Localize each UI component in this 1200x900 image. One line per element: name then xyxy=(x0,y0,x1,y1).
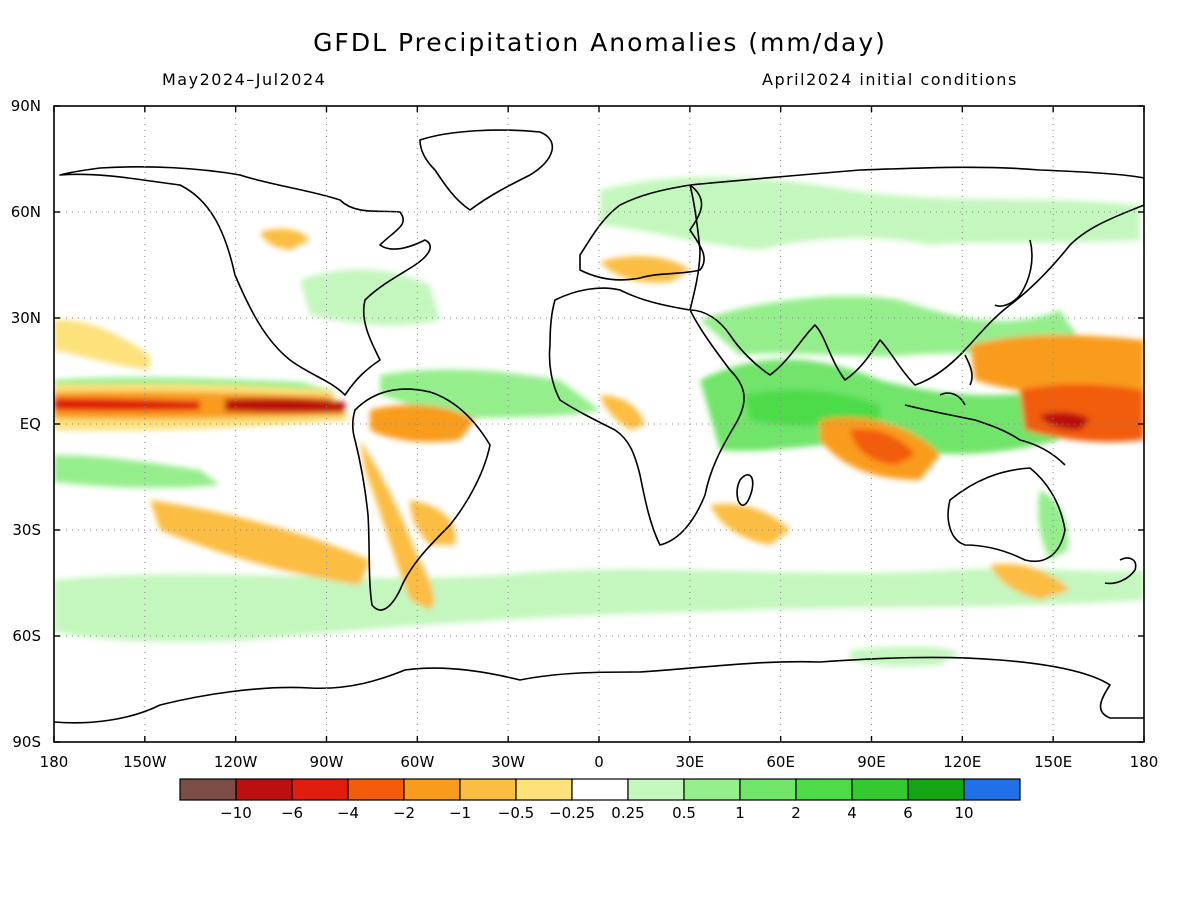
dry-anomaly-amazon xyxy=(370,404,475,442)
y-tick-label: 60S xyxy=(12,627,41,645)
colorbar-label: −10 xyxy=(220,804,252,822)
colorbar-swatch xyxy=(571,778,629,801)
dry-anomaly-pacific-itcz-core xyxy=(54,398,200,411)
coastline-maritime-continent xyxy=(904,354,1066,466)
colorbar-swatch xyxy=(515,778,573,801)
dry-anomaly-tasman xyxy=(990,563,1070,600)
dry-anomaly-philippine-sea xyxy=(970,335,1144,397)
colorbar-swatch xyxy=(459,778,517,801)
coastline-new-zealand xyxy=(1104,557,1137,585)
y-tick-label: 90N xyxy=(11,97,41,115)
dry-anomaly-pacific-northwest xyxy=(54,319,150,370)
wet-anomaly-antarctic-coast xyxy=(850,646,960,667)
forecast-period: May2024–Jul2024 xyxy=(162,70,327,89)
colorbar-label: 4 xyxy=(847,804,857,822)
colorbar-swatch xyxy=(179,778,237,801)
x-tick-label: 30W xyxy=(491,753,525,771)
dry-anomaly-java-sea-core xyxy=(850,429,915,465)
colorbar-swatch xyxy=(907,778,965,801)
colorbar-swatch xyxy=(403,778,461,801)
colorbar-label: 2 xyxy=(791,804,801,822)
coastline-south-america xyxy=(351,388,491,611)
colorbar-label: 10 xyxy=(954,804,973,822)
colorbar-swatch xyxy=(851,778,909,801)
wet-anomaly-south-pacific xyxy=(54,455,220,488)
y-tick-label: 30S xyxy=(12,521,41,539)
colorbar-label: −2 xyxy=(393,804,415,822)
colorbar-label: 1 xyxy=(735,804,745,822)
coastlines xyxy=(54,129,1144,724)
colorbar: −10 −6 −4 −2 −1 −0.5 −0.25 0.25 0.5 1 2 4 6 10 xyxy=(179,778,1021,822)
colorbar-label: 0.5 xyxy=(672,804,696,822)
dry-anomaly-warm-pool xyxy=(1020,384,1144,442)
y-tick-label: 60N xyxy=(11,203,41,221)
coastline-europe-africa xyxy=(548,287,745,546)
colorbar-swatch xyxy=(963,778,1021,801)
colorbar-swatch xyxy=(627,778,685,801)
colorbar-label: −0.5 xyxy=(498,804,534,822)
dry-anomaly-south-america xyxy=(360,440,435,610)
wet-anomaly-asia xyxy=(700,296,1080,357)
x-tick-label: 120E xyxy=(943,753,981,771)
y-tick-label: 30N xyxy=(11,309,41,327)
wet-anomaly-indian-ocean-core xyxy=(745,389,880,426)
coastline-north-america xyxy=(59,166,431,396)
coastline-asia xyxy=(689,166,1144,386)
x-tick-label: 180 xyxy=(40,753,69,771)
wet-anomaly-north-america xyxy=(300,269,440,326)
colorbar-label: −0.25 xyxy=(549,804,595,822)
coastline-greenland xyxy=(419,129,554,211)
colorbar-swatch xyxy=(347,778,405,801)
colorbar-label: −4 xyxy=(337,804,359,822)
dry-anomaly-canada xyxy=(260,228,310,250)
x-tick-label: 0 xyxy=(594,753,604,771)
dry-anomaly-southeast-pacific xyxy=(150,500,370,585)
x-tick-label: 30E xyxy=(676,753,705,771)
dry-anomaly-warm-pool-core xyxy=(1040,412,1090,430)
dry-anomaly-mozambique-channel xyxy=(710,503,790,545)
colorbar-label: −6 xyxy=(281,804,303,822)
coastline-europe-north xyxy=(579,184,705,281)
colorbar-swatch xyxy=(739,778,797,801)
wet-anomaly-arctic xyxy=(600,176,1140,250)
coastline-madagascar xyxy=(736,474,754,506)
colorbar-label: 0.25 xyxy=(611,804,644,822)
y-tick-label: 90S xyxy=(12,733,41,751)
axis-ticks: 180 150W 120W 90W 60W 30W 0 30E 60E 90E 120E 150E 18… xyxy=(11,97,1159,771)
x-tick-label: 120W xyxy=(214,753,258,771)
colorbar-swatch xyxy=(795,778,853,801)
colorbar-swatch xyxy=(291,778,349,801)
coastline-japan xyxy=(994,239,1033,307)
x-tick-label: 90W xyxy=(310,753,344,771)
colorbar-swatch xyxy=(235,778,293,801)
dry-anomaly-west-africa xyxy=(600,395,645,430)
x-tick-label: 60W xyxy=(400,753,434,771)
x-tick-label: 150E xyxy=(1034,753,1072,771)
coastline-australia xyxy=(947,467,1066,562)
graticule xyxy=(54,106,1144,742)
map-title: GFDL Precipitation Anomalies (mm/day) xyxy=(313,28,887,57)
colorbar-label: 6 xyxy=(903,804,913,822)
coastline-antarctica xyxy=(54,656,1144,724)
x-tick-label: 60E xyxy=(766,753,795,771)
colorbar-label: −1 xyxy=(449,804,471,822)
dry-anomaly-eastern-pacific-max xyxy=(225,398,345,413)
x-tick-label: 90E xyxy=(857,753,886,771)
dry-anomaly-paraguay xyxy=(410,500,456,545)
colorbar-swatch xyxy=(683,778,741,801)
initial-conditions: April2024 initial conditions xyxy=(762,70,1018,89)
x-tick-label: 150W xyxy=(123,753,167,771)
y-tick-label: EQ xyxy=(20,415,41,433)
dry-anomaly-mediterranean xyxy=(600,256,690,283)
x-tick-label: 180 xyxy=(1130,753,1159,771)
